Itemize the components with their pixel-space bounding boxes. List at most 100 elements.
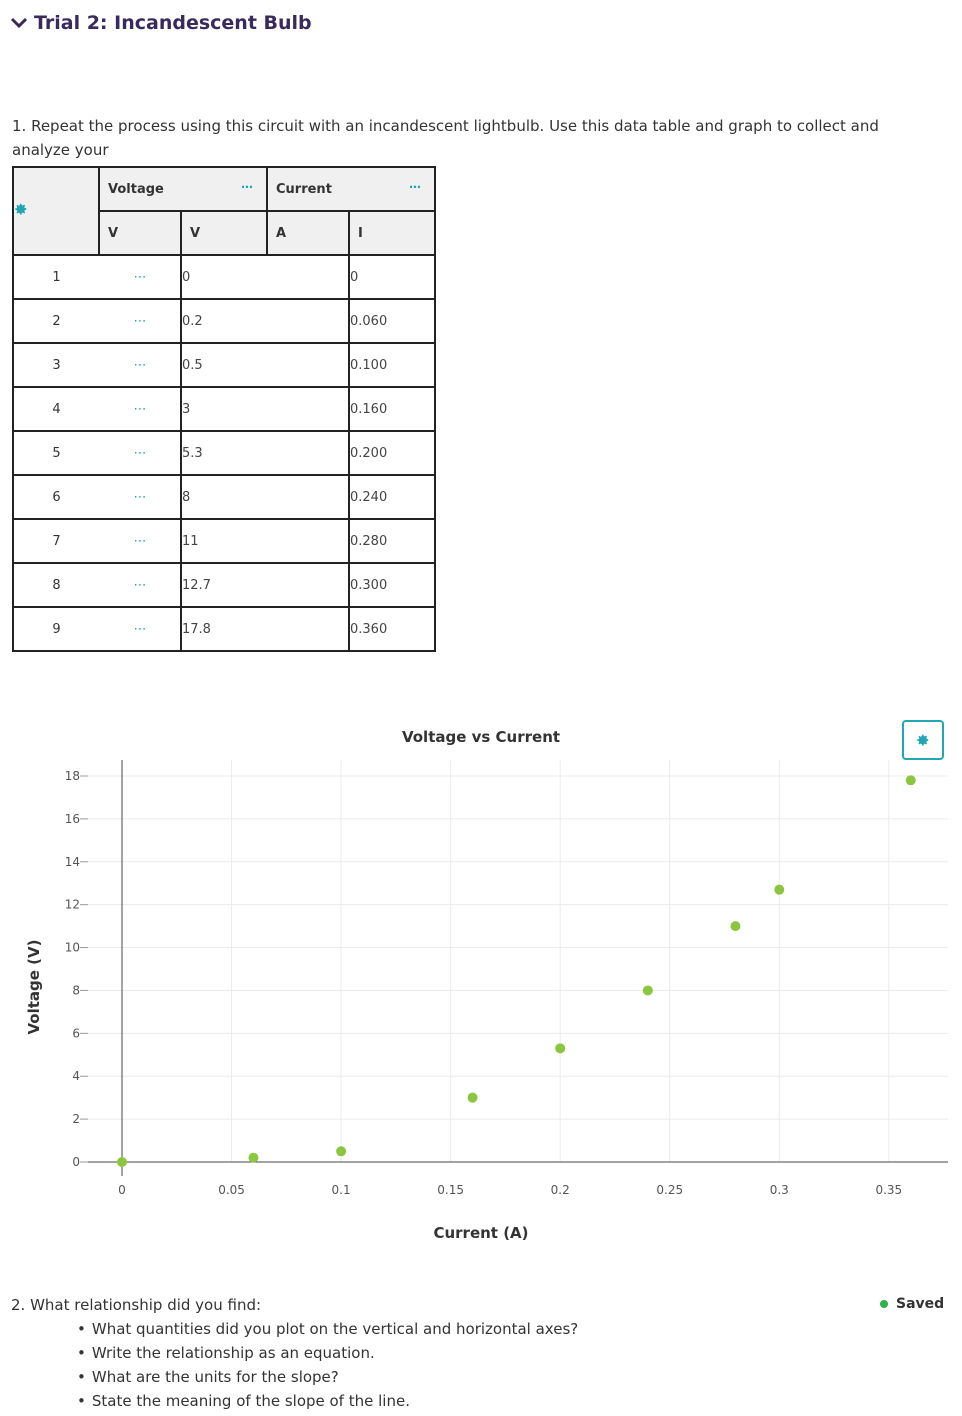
row-menu-icon[interactable]: ⋯ [99, 386, 182, 432]
cell-voltage[interactable]: 0.5 [180, 342, 350, 388]
table-settings[interactable] [12, 166, 100, 256]
column-header-current[interactable]: Current ⋯ [266, 166, 436, 212]
row-number: 6 [12, 474, 99, 520]
chart: Voltage vs Current 0 2 4 6 8 10 12 14 16 18 0 0.05 0… [0, 716, 962, 1256]
row-number: 7 [12, 518, 99, 564]
column-unit-voltage[interactable]: V [98, 210, 182, 256]
y-tick-label: 4 [72, 1069, 80, 1083]
cell-voltage[interactable]: 3 [180, 386, 350, 432]
x-tick-label: 0.25 [656, 1183, 683, 1197]
y-tick-label: 10 [65, 941, 80, 955]
y-axis-label: Voltage (V) [25, 939, 43, 1035]
cell-current[interactable]: 0.280 [348, 518, 436, 564]
chevron-down-icon [10, 17, 28, 29]
row-menu-icon[interactable]: ⋯ [99, 474, 182, 520]
cell-voltage[interactable]: 8 [180, 474, 350, 520]
cell-voltage[interactable]: 12.7 [180, 562, 350, 608]
x-tick-label: 0 [118, 1183, 126, 1197]
save-status: Saved [880, 1296, 944, 1312]
data-point [117, 1157, 127, 1167]
table-row[interactable]: 4 ⋯ 3 0.160 [12, 386, 436, 432]
saved-label: Saved [896, 1296, 945, 1312]
list-item: Write the relationship as an equation. [77, 1341, 578, 1365]
table-row[interactable]: 6 ⋯ 8 0.240 [12, 474, 436, 520]
gear-icon [917, 734, 929, 746]
data-point [905, 775, 916, 786]
table-row[interactable]: 1 ⋯ 0 0 [12, 254, 436, 300]
column-header-voltage[interactable]: Voltage ⋯ [98, 166, 268, 212]
column-symbol-current[interactable]: I [348, 210, 436, 256]
x-tick-label: 0.2 [551, 1183, 570, 1197]
section-toggle[interactable]: Trial 2: Incandescent Bulb [10, 12, 312, 34]
table-row[interactable]: 3 ⋯ 0.5 0.100 [12, 342, 436, 388]
cell-voltage[interactable]: 0 [180, 254, 350, 300]
data-point [555, 1043, 566, 1054]
x-tick-label: 0.35 [875, 1183, 902, 1197]
data-table: Voltage ⋯ Current ⋯ V V A I 1 ⋯ 0 0 2 ⋯ 0.2 0.0… [12, 166, 436, 652]
data-point [642, 985, 653, 996]
cell-voltage[interactable]: 11 [180, 518, 350, 564]
cell-current[interactable]: 0.300 [348, 562, 436, 608]
row-number: 3 [12, 342, 99, 388]
row-number: 5 [12, 430, 99, 476]
table-row[interactable]: 2 ⋯ 0.2 0.060 [12, 298, 436, 344]
table-row[interactable]: 5 ⋯ 5.3 0.200 [12, 430, 436, 476]
data-point [467, 1092, 478, 1103]
table-row[interactable]: 9 ⋯ 17.8 0.360 [12, 606, 436, 652]
question-2-prompt: 2. What relationship did you find: [11, 1296, 262, 1314]
question-1-text: 1. Repeat the process using this circuit… [12, 117, 879, 159]
section-title: Trial 2: Incandescent Bulb [34, 12, 312, 34]
y-tick-label: 14 [65, 855, 80, 869]
list-item: What quantities did you plot on the vert… [77, 1317, 578, 1341]
column-name: Current [276, 181, 332, 197]
row-number: 4 [12, 386, 99, 432]
data-point [336, 1146, 347, 1157]
cell-current[interactable]: 0 [348, 254, 436, 300]
cell-voltage[interactable]: 5.3 [180, 430, 350, 476]
column-unit-current[interactable]: A [266, 210, 350, 256]
cell-current[interactable]: 0.160 [348, 386, 436, 432]
cell-voltage[interactable]: 0.2 [180, 298, 350, 344]
cell-current[interactable]: 0.060 [348, 298, 436, 344]
y-tick-label: 12 [65, 898, 80, 912]
y-tick-label: 8 [72, 983, 80, 997]
row-menu-icon[interactable]: ⋯ [99, 342, 182, 388]
chart-settings-button[interactable] [902, 720, 944, 760]
row-menu-icon[interactable]: ⋯ [99, 298, 182, 344]
cell-current[interactable]: 0.200 [348, 430, 436, 476]
column-name: Voltage [108, 181, 164, 197]
gear-icon [15, 203, 27, 215]
question-2-list: What quantities did you plot on the vert… [11, 1317, 578, 1413]
status-dot-icon [880, 1300, 888, 1308]
row-menu-icon[interactable]: ⋯ [99, 430, 182, 476]
table-row[interactable]: 7 ⋯ 11 0.280 [12, 518, 436, 564]
cell-voltage[interactable]: 17.8 [180, 606, 350, 652]
row-menu-icon[interactable]: ⋯ [99, 254, 182, 300]
x-axis-label: Current (A) [433, 1224, 529, 1242]
y-tick-label: 16 [65, 812, 80, 826]
data-point [774, 884, 785, 895]
row-number: 2 [12, 298, 99, 344]
list-item: What are the units for the slope? [77, 1365, 578, 1389]
cell-current[interactable]: 0.240 [348, 474, 436, 520]
column-menu-icon[interactable]: ⋯ [409, 180, 421, 194]
cell-current[interactable]: 0.360 [348, 606, 436, 652]
row-menu-icon[interactable]: ⋯ [99, 606, 182, 652]
x-tick-label: 0.15 [437, 1183, 464, 1197]
list-item: State the meaning of the slope of the li… [77, 1389, 578, 1413]
y-tick-label: 0 [72, 1155, 80, 1169]
data-point [248, 1152, 259, 1163]
y-tick-label: 6 [72, 1026, 80, 1040]
plot-area[interactable]: 0 2 4 6 8 10 12 14 16 18 0 0.05 0.1 0.15 0.2 0.25 0.3 0.3… [0, 716, 962, 1256]
y-tick-label: 18 [65, 769, 80, 783]
column-menu-icon[interactable]: ⋯ [241, 180, 253, 194]
table-row[interactable]: 8 ⋯ 12.7 0.300 [12, 562, 436, 608]
cell-current[interactable]: 0.100 [348, 342, 436, 388]
column-symbol-voltage[interactable]: V [180, 210, 268, 256]
x-tick-label: 0.1 [332, 1183, 351, 1197]
chart-title: Voltage vs Current [401, 728, 561, 746]
row-menu-icon[interactable]: ⋯ [99, 562, 182, 608]
x-tick-label: 0.3 [770, 1183, 789, 1197]
x-tick-label: 0.05 [218, 1183, 245, 1197]
row-menu-icon[interactable]: ⋯ [99, 518, 182, 564]
